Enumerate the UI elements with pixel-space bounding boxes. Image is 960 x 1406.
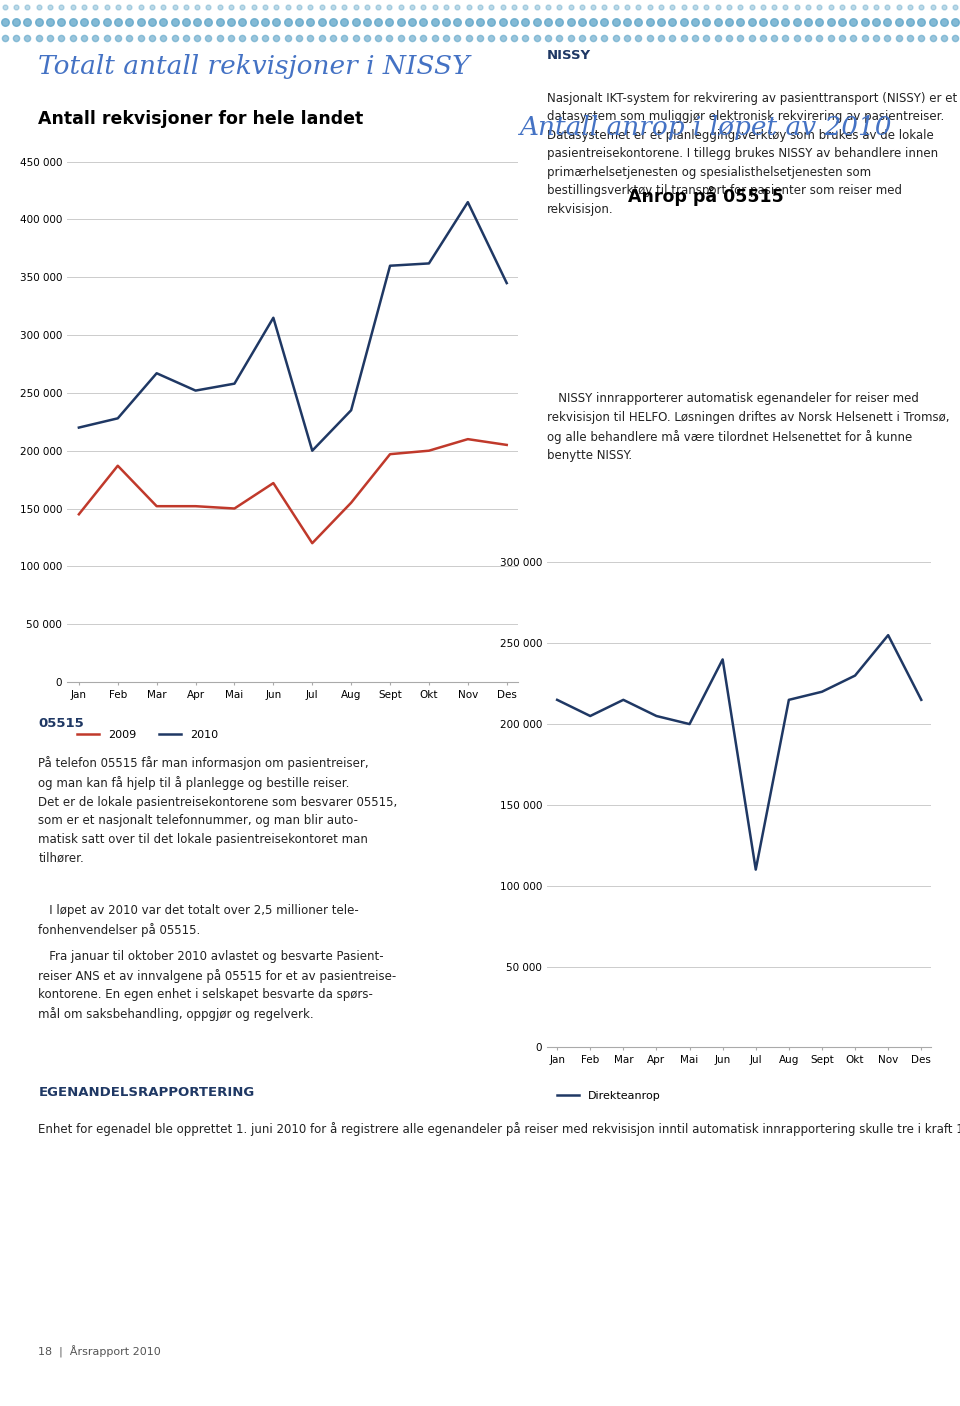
Text: Antall rekvisjoner for hele landet: Antall rekvisjoner for hele landet (38, 110, 364, 128)
Text: NISSY innrapporterer automatisk egenandeler for reiser med rekvisisjon til HELFO: NISSY innrapporterer automatisk egenande… (547, 392, 949, 463)
Text: I løpet av 2010 var det totalt over 2,5 millioner tele-
fonhenvendelser på 05515: I løpet av 2010 var det totalt over 2,5 … (38, 904, 359, 938)
Text: 18  |  Årsrapport 2010: 18 | Årsrapport 2010 (38, 1346, 161, 1358)
Text: Totalt antall rekvisjoner i NISSY: Totalt antall rekvisjoner i NISSY (38, 53, 469, 79)
Legend: Direkteanrop: Direkteanrop (553, 1085, 665, 1105)
Text: Nasjonalt IKT-system for rekvirering av pasienttransport (NISSY) er et datasyste: Nasjonalt IKT-system for rekvirering av … (547, 91, 957, 215)
Text: EGENANDELSRAPPORTERING: EGENANDELSRAPPORTERING (38, 1085, 254, 1099)
Text: Enhet for egenadel ble opprettet 1. juni 2010 for å registrere alle egenandeler : Enhet for egenadel ble opprettet 1. juni… (38, 1122, 960, 1136)
Text: På telefon 05515 får man informasjon om pasientreiser,
og man kan få hjelp til å: På telefon 05515 får man informasjon om … (38, 756, 397, 865)
Text: Anrop på 05515: Anrop på 05515 (628, 186, 783, 205)
Text: 05515: 05515 (38, 717, 84, 730)
Text: Antall anrop i løpet av 2010: Antall anrop i løpet av 2010 (519, 115, 892, 139)
Text: Fra januar til oktober 2010 avlastet og besvarte Pasient-
reiser ANS et av innva: Fra januar til oktober 2010 avlastet og … (38, 950, 396, 1021)
Legend: 2009, 2010: 2009, 2010 (73, 725, 223, 744)
Text: NISSY: NISSY (547, 49, 591, 62)
